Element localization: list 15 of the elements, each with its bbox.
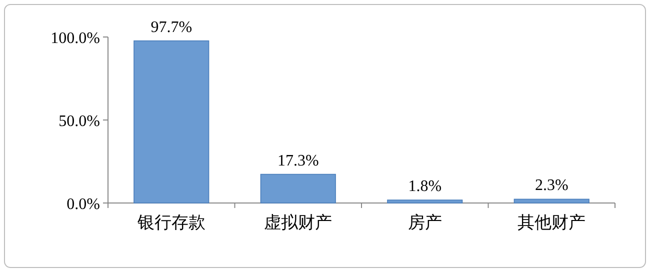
y-tick-label: 0.0% xyxy=(66,196,100,213)
y-tick-label: 50.0% xyxy=(58,113,100,130)
x-tick-label: 银行存款 xyxy=(136,213,206,232)
data-label: 2.3% xyxy=(534,177,568,194)
bar xyxy=(387,200,463,204)
data-label: 97.7% xyxy=(150,18,192,36)
y-tick-label: 100.0% xyxy=(50,30,100,47)
bar xyxy=(134,40,210,204)
bar xyxy=(514,198,590,204)
data-label: 1.8% xyxy=(408,178,442,196)
x-tick-label: 房产 xyxy=(408,213,442,232)
bar xyxy=(260,174,336,204)
x-tick-label: 虚拟财产 xyxy=(264,213,332,232)
data-label: 17.3% xyxy=(277,152,319,170)
x-tick-label: 其他财产 xyxy=(518,213,586,232)
